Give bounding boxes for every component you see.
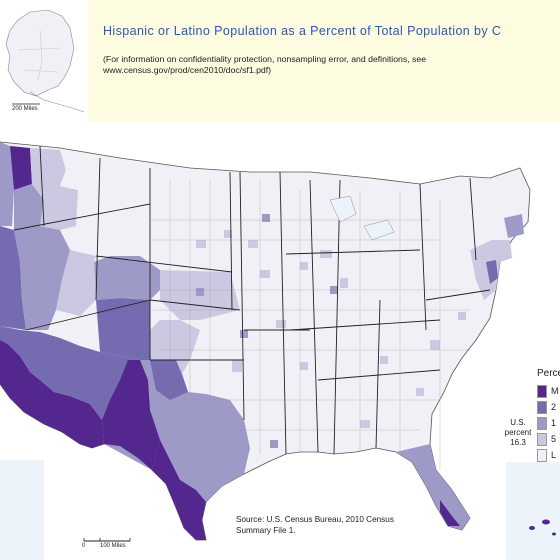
scale-bar-zero: 0 (82, 543, 86, 549)
legend-item: L (537, 448, 560, 462)
puerto-rico-inset (506, 462, 560, 560)
note-line-1: (For information on confidentiality prot… (103, 54, 427, 64)
legend-item: 1 (537, 416, 560, 430)
note-line-2: www.census.gov/prod/cen2010/doc/sf1.pdf) (103, 65, 272, 75)
puerto-rico-islands (529, 519, 556, 536)
legend-item: M (537, 384, 560, 398)
legend-label: 5 (551, 434, 557, 444)
scale-bar (83, 538, 131, 542)
us-percent-note: U.S. percent 16.3 (500, 418, 536, 448)
legend-item: 5 (537, 432, 560, 446)
us-percent-line-1: U.S. (510, 418, 526, 427)
legend-item: 2 (537, 400, 560, 414)
legend-swatch (537, 448, 547, 462)
source-note: Source: U.S. Census Bureau, 2010 Census … (236, 514, 394, 536)
source-line-2: Summary File 1. (236, 526, 296, 535)
hawaii-inset (0, 460, 44, 560)
us-percent-value: 16.3 (510, 438, 526, 447)
contiguous-us-map (0, 141, 531, 541)
legend-swatch (537, 384, 547, 398)
alaska-map (5, 9, 85, 113)
legend-label: 2 (551, 402, 557, 412)
legend-label: L (551, 450, 557, 460)
alaska-scale-label: 200 Miles (12, 106, 38, 112)
map-title: Hispanic or Latino Population as a Perce… (103, 24, 502, 38)
us-percent-line-2: percent (504, 428, 532, 437)
title-panel (88, 0, 560, 122)
legend-swatch (537, 400, 547, 414)
legend-swatch (537, 416, 547, 430)
source-line-1: Source: U.S. Census Bureau, 2010 Census (236, 515, 394, 524)
legend-label: 1 (551, 418, 557, 428)
legend-title: Perce (537, 368, 560, 379)
legend-swatch (537, 432, 547, 446)
legend-label: M (551, 386, 559, 396)
scale-bar-label: 100 Miles (100, 543, 126, 549)
map-note: (For information on confidentiality prot… (103, 54, 426, 76)
